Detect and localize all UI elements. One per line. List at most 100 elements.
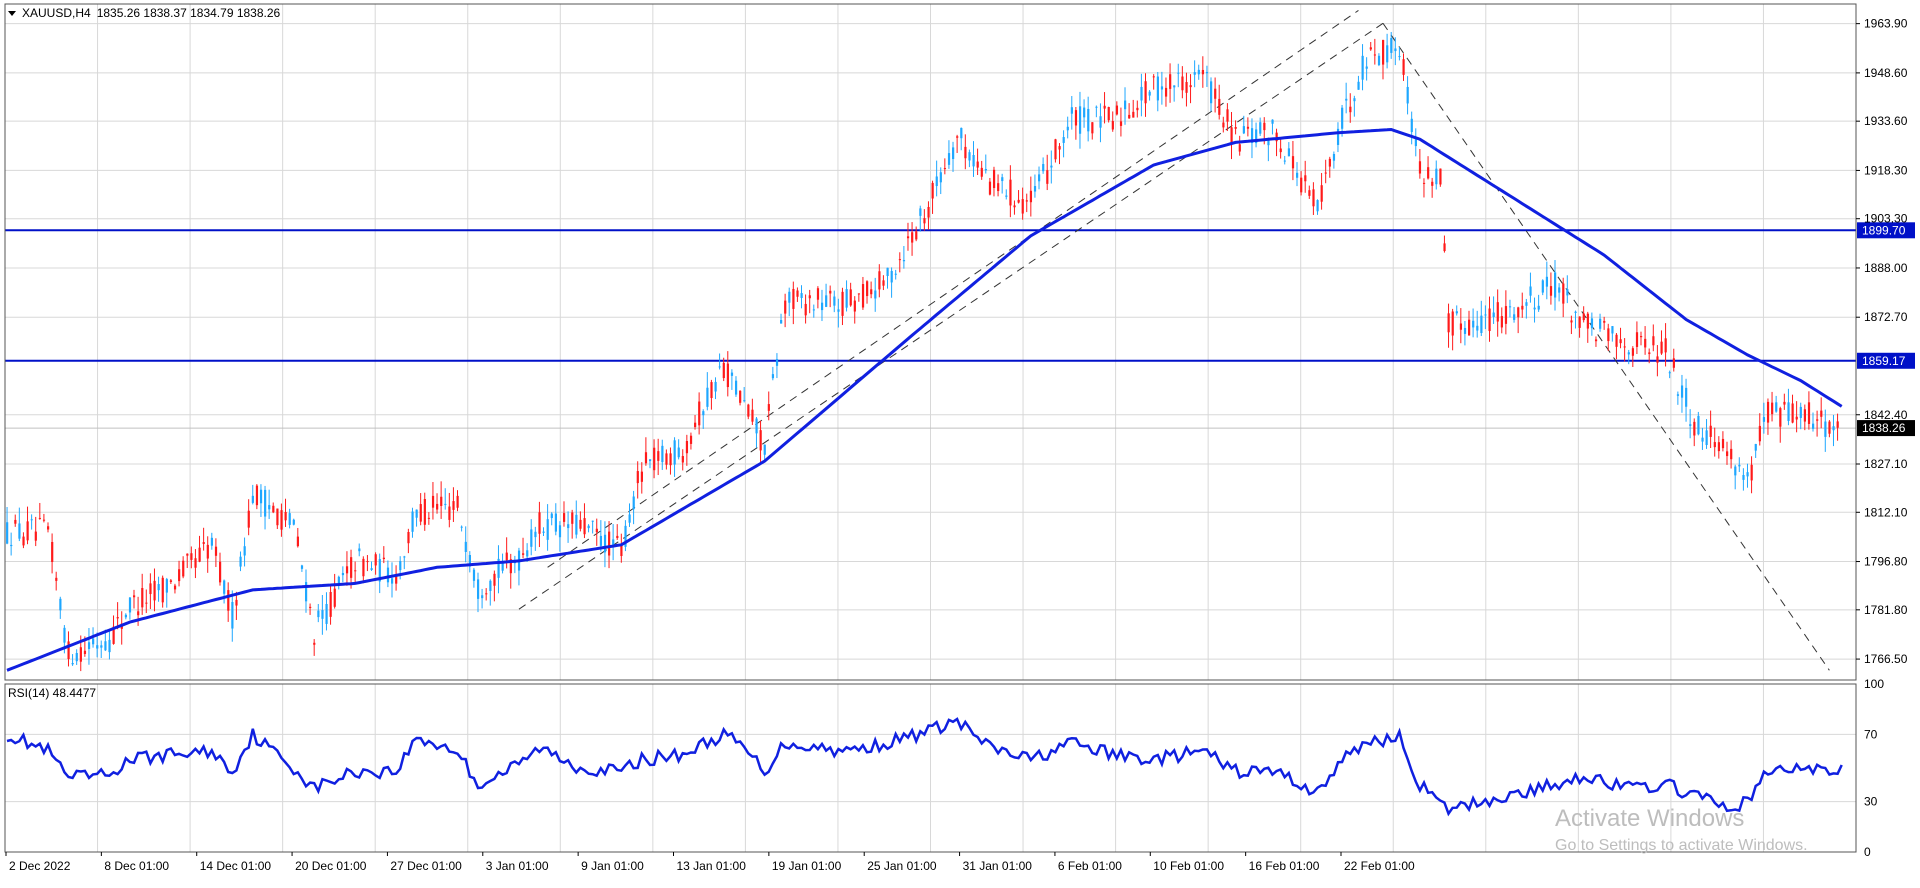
candle-body xyxy=(1373,54,1377,56)
candle-body xyxy=(386,567,390,583)
candle-body xyxy=(178,569,181,582)
candle-body xyxy=(1402,59,1405,75)
candle-body xyxy=(284,512,287,521)
candle-body xyxy=(1459,323,1463,330)
candle-body xyxy=(591,520,594,522)
candle-body xyxy=(1091,122,1094,134)
trend-lines[interactable] xyxy=(518,10,1830,671)
candle-body xyxy=(407,532,410,544)
candle-body xyxy=(857,293,861,295)
price-tick-label: 1872.70 xyxy=(1864,310,1908,324)
candle-body xyxy=(411,511,414,532)
candle-body xyxy=(935,176,938,187)
candle-body xyxy=(1386,45,1389,63)
candle-body xyxy=(452,501,455,510)
price-tick-label: 1948.60 xyxy=(1864,66,1908,80)
candle-body xyxy=(1259,122,1262,134)
candle-body xyxy=(1005,195,1008,197)
candle-body xyxy=(1296,172,1299,178)
candle-body xyxy=(173,585,177,590)
candle-body xyxy=(1324,172,1327,174)
candle-body xyxy=(1795,416,1798,420)
candle-body xyxy=(714,381,717,392)
candle-body xyxy=(1312,189,1315,207)
time-axis[interactable]: 2 Dec 2022 8 Dec 01:00 14 Dec 01:00 20 Dec … xyxy=(5,852,1415,873)
candle-body xyxy=(685,441,689,454)
candle-body xyxy=(1345,98,1348,101)
candle-body xyxy=(1377,55,1381,66)
candle-body xyxy=(931,182,934,199)
candle-body xyxy=(198,547,201,562)
candle-body xyxy=(378,559,381,582)
candle-body xyxy=(886,267,889,276)
candle-body xyxy=(1361,55,1364,80)
candle-body xyxy=(1394,48,1397,52)
candle-body xyxy=(927,206,930,218)
chart-header: XAUUSD,H4 1835.26 1838.37 1834.79 1838.2… xyxy=(8,6,280,20)
candle-body xyxy=(1050,165,1053,168)
candle-body xyxy=(661,445,664,463)
channel-line-lower[interactable] xyxy=(518,22,1384,610)
candle-body xyxy=(1234,127,1237,129)
candle-body xyxy=(46,526,50,530)
candle-body xyxy=(247,510,250,528)
candle-body xyxy=(1238,144,1241,152)
candle-body xyxy=(550,513,553,519)
candle-body xyxy=(1762,417,1766,422)
channel-line-upper[interactable] xyxy=(547,10,1359,568)
candle-body xyxy=(1828,421,1831,434)
candle-body xyxy=(534,531,537,538)
falling-trend-line[interactable] xyxy=(1382,23,1830,671)
candle-body xyxy=(522,553,525,555)
horizontal-levels[interactable]: 1899.70 1859.17 1838.26 xyxy=(5,222,1915,437)
candle-body xyxy=(333,588,336,607)
watermark-title: Activate Windows xyxy=(1555,805,1745,832)
candle-body xyxy=(374,554,377,566)
candle-body xyxy=(1451,311,1454,336)
candle-body xyxy=(1197,69,1200,75)
candle-body xyxy=(665,453,668,465)
candle-body xyxy=(1201,69,1205,75)
candle-body xyxy=(280,510,283,530)
candle-body xyxy=(530,529,533,547)
dropdown-triangle-icon[interactable] xyxy=(8,10,16,16)
price-axis[interactable]: 1963.90 1948.60 1933.60 1918.30 1903.30 1888.… xyxy=(1856,17,1908,859)
candle-body xyxy=(1132,111,1135,118)
candle-body xyxy=(116,617,119,619)
symbol-label[interactable]: XAUUSD,H4 xyxy=(22,6,91,20)
candle-body xyxy=(1742,474,1745,480)
candle-body xyxy=(911,232,914,243)
candle-body xyxy=(1042,164,1045,172)
candle-body xyxy=(481,595,484,599)
candle-body xyxy=(1009,179,1012,206)
candle-body xyxy=(980,167,983,177)
candle-body xyxy=(878,271,881,290)
moving-average xyxy=(6,127,1843,672)
candle-body xyxy=(1287,148,1291,157)
candle-body xyxy=(1443,243,1446,252)
candle-body xyxy=(1496,302,1499,322)
candle-body xyxy=(468,554,471,567)
candle-body xyxy=(1099,116,1102,128)
candle-body xyxy=(108,639,111,653)
candle-body xyxy=(1615,334,1618,347)
candle-body xyxy=(968,152,971,161)
candle-body xyxy=(22,536,25,546)
price-tick-label: 1827.10 xyxy=(1864,457,1908,471)
candle-body xyxy=(1447,313,1450,333)
candle-body xyxy=(1029,190,1033,203)
candle-body xyxy=(325,604,328,624)
time-tick-label: 10 Feb 01:00 xyxy=(1153,859,1224,873)
candle-body xyxy=(345,566,349,574)
candle-body xyxy=(820,302,824,311)
candle-body xyxy=(1164,87,1168,97)
candle-body xyxy=(1304,175,1307,182)
candle-body xyxy=(460,526,463,528)
candle-body xyxy=(997,183,1000,192)
candle-body xyxy=(657,451,660,461)
rsi-label: RSI(14) 48.4477 xyxy=(8,686,97,700)
candle-body xyxy=(79,647,82,662)
candle-body xyxy=(1488,308,1491,332)
